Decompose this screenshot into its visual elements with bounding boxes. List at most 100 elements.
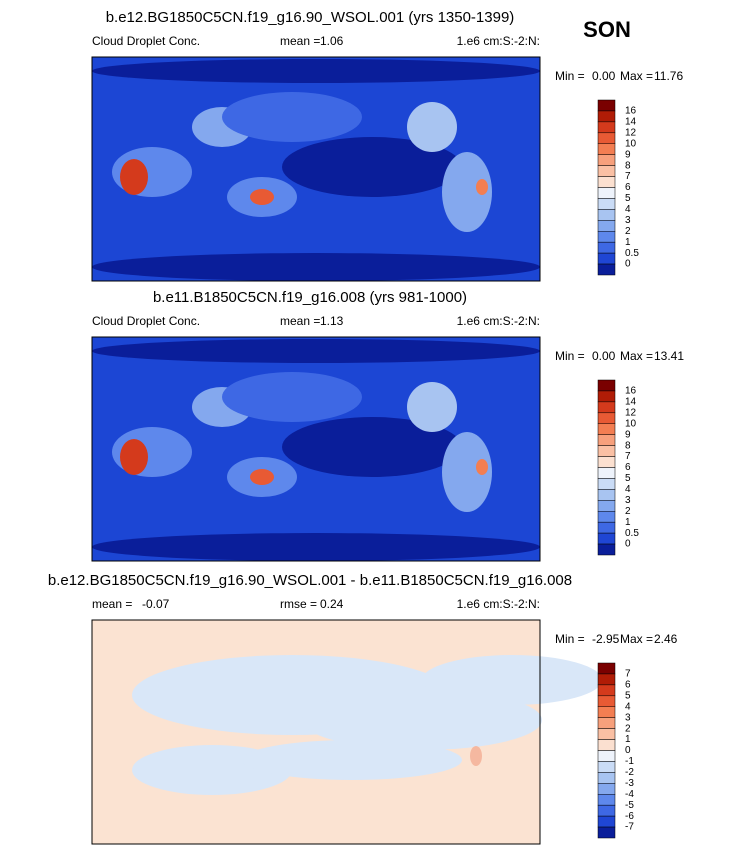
colorbar-label: 4 xyxy=(625,484,631,495)
colorbar-box xyxy=(597,401,616,414)
colorbar-box xyxy=(597,412,616,424)
colorbar-label: -7 xyxy=(625,822,634,833)
map-region xyxy=(120,159,148,195)
colorbar-box xyxy=(597,390,616,403)
colorbar-box xyxy=(597,231,616,243)
colorbar-label: 6 xyxy=(625,182,631,193)
colorbar-label: 8 xyxy=(625,440,631,451)
max-label: Max = xyxy=(620,69,653,83)
map-region xyxy=(250,469,274,485)
colorbar-label: 9 xyxy=(625,149,631,160)
min-label: Min = xyxy=(555,349,585,363)
map-region xyxy=(476,179,488,195)
left-value: -0.07 xyxy=(142,597,170,611)
panel-title: b.e12.BG1850C5CN.f19_g16.90_WSOL.001 - b… xyxy=(48,572,572,589)
colorbar-label: 16 xyxy=(625,386,637,397)
colorbar-label: 9 xyxy=(625,429,631,440)
colorbar-label: 3 xyxy=(625,215,631,226)
map-region xyxy=(470,746,482,766)
stat-value: 1.06 xyxy=(320,34,344,48)
map-region xyxy=(282,417,462,477)
colorbar-box xyxy=(597,110,616,123)
colorbar-label: 4 xyxy=(625,701,631,712)
colorbar-label: 12 xyxy=(625,127,637,138)
colorbar-label: 8 xyxy=(625,160,631,171)
map-region xyxy=(222,92,362,142)
colorbar-box xyxy=(597,511,616,523)
colorbar-label: 12 xyxy=(625,407,637,418)
colorbar-label: 2 xyxy=(625,723,631,734)
panel-title: b.e12.BG1850C5CN.f19_g16.90_WSOL.001 (yr… xyxy=(106,9,515,26)
colorbar-box xyxy=(597,815,616,828)
max-value: 13.41 xyxy=(654,349,684,363)
map-region xyxy=(422,655,602,705)
colorbar-label: 5 xyxy=(625,690,631,701)
colorbar-label: 1 xyxy=(625,237,631,248)
colorbar-label: 6 xyxy=(625,680,631,691)
colorbar-box xyxy=(597,132,616,144)
map-region xyxy=(222,372,362,422)
colorbar-label: 0.5 xyxy=(625,528,639,539)
colorbar-box xyxy=(597,252,616,265)
map-frame xyxy=(91,619,541,845)
colorbar-box xyxy=(597,706,616,718)
map-region xyxy=(407,102,457,152)
map xyxy=(91,336,541,562)
left-label: Cloud Droplet Conc. xyxy=(92,314,200,328)
map-region xyxy=(92,253,540,281)
colorbar-box xyxy=(597,434,616,446)
colorbar-label: 0 xyxy=(625,539,631,550)
colorbar-box xyxy=(597,695,616,707)
colorbar-box xyxy=(597,543,616,556)
colorbar-label: 5 xyxy=(625,473,631,484)
colorbar-box xyxy=(597,143,616,155)
min-value: 0.00 xyxy=(592,69,616,83)
min-label: Min = xyxy=(555,632,585,646)
colorbar-label: 0 xyxy=(625,259,631,270)
colorbar-label: -2 xyxy=(625,767,634,778)
map-frame xyxy=(91,56,541,282)
colorbar-label: 1 xyxy=(625,734,631,745)
colorbar-box xyxy=(597,263,616,276)
max-label: Max = xyxy=(620,349,653,363)
colorbar-label: 3 xyxy=(625,712,631,723)
min-value: -2.95 xyxy=(592,632,620,646)
map-region xyxy=(92,59,540,83)
map-frame xyxy=(91,336,541,562)
colorbar-box xyxy=(597,154,616,166)
colorbar-label: 7 xyxy=(625,669,631,680)
colorbar-box xyxy=(597,176,616,188)
colorbar-label: 6 xyxy=(625,462,631,473)
colorbar-box xyxy=(597,165,616,177)
left-label: mean = xyxy=(92,597,132,611)
colorbar-label: -1 xyxy=(625,756,634,767)
colorbar-label: 14 xyxy=(625,397,637,408)
stat-value: 1.13 xyxy=(320,314,344,328)
colorbar-box xyxy=(597,198,616,210)
colorbar-box xyxy=(597,532,616,545)
colorbar-label: 4 xyxy=(625,204,631,215)
colorbar-box xyxy=(597,794,616,806)
colorbar-label: 1 xyxy=(625,517,631,528)
colorbar-box xyxy=(597,728,616,740)
colorbar-box xyxy=(597,717,616,729)
map-region xyxy=(282,137,462,197)
colorbar-box xyxy=(597,500,616,512)
stat-value: 0.24 xyxy=(320,597,344,611)
map-region xyxy=(442,432,492,512)
colorbar-box xyxy=(597,826,616,839)
map-region xyxy=(476,459,488,475)
colorbar-label: -6 xyxy=(625,811,634,822)
colorbar-box xyxy=(597,187,616,199)
colorbar-box xyxy=(597,241,616,254)
left-label: Cloud Droplet Conc. xyxy=(92,34,200,48)
panel-title: b.e11.B1850C5CN.f19_g16.008 (yrs 981-100… xyxy=(153,289,467,306)
colorbar-label: 0.5 xyxy=(625,248,639,259)
colorbar-box xyxy=(597,478,616,490)
map-region xyxy=(407,382,457,432)
colorbar-label: 7 xyxy=(625,171,631,182)
map-region xyxy=(442,152,492,232)
colorbar-box xyxy=(597,489,616,501)
colorbar-box xyxy=(597,99,616,112)
